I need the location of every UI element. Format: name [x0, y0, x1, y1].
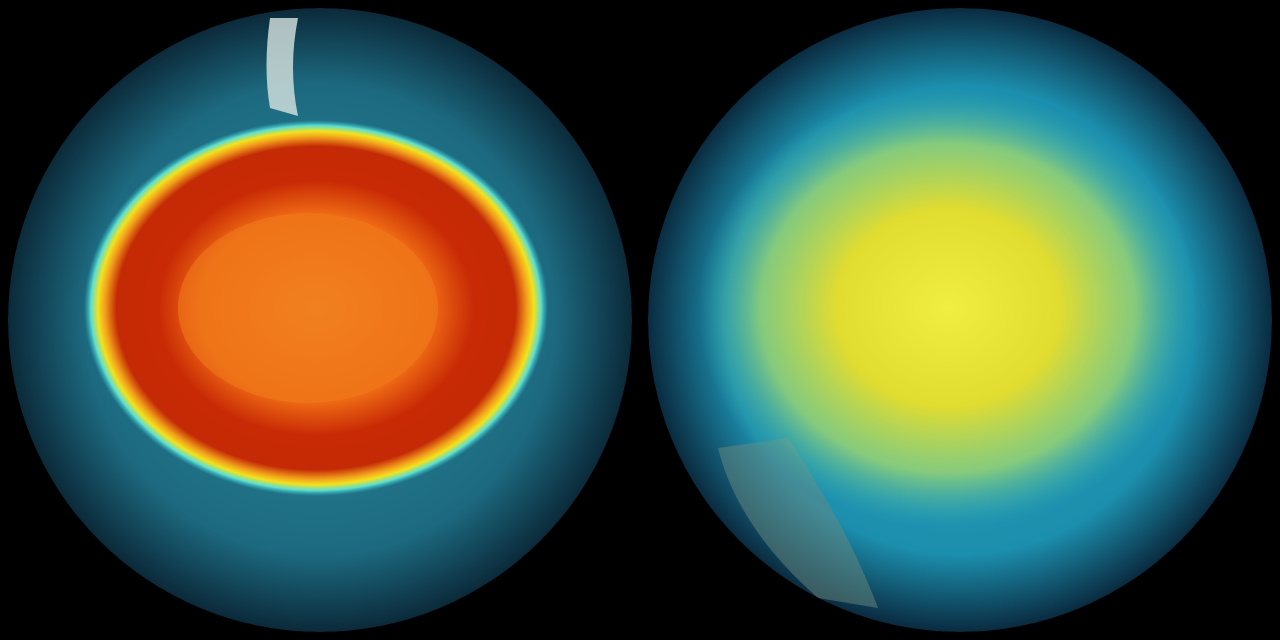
north-pole-visualization	[648, 8, 1272, 632]
landmass	[266, 18, 298, 116]
ozone-high-region	[698, 88, 1198, 528]
landmass	[718, 438, 878, 608]
ozone-hole-core	[178, 213, 438, 403]
south-pole-globe	[8, 8, 632, 632]
north-pole-globe	[648, 8, 1272, 632]
south-pole-visualization	[8, 8, 632, 632]
